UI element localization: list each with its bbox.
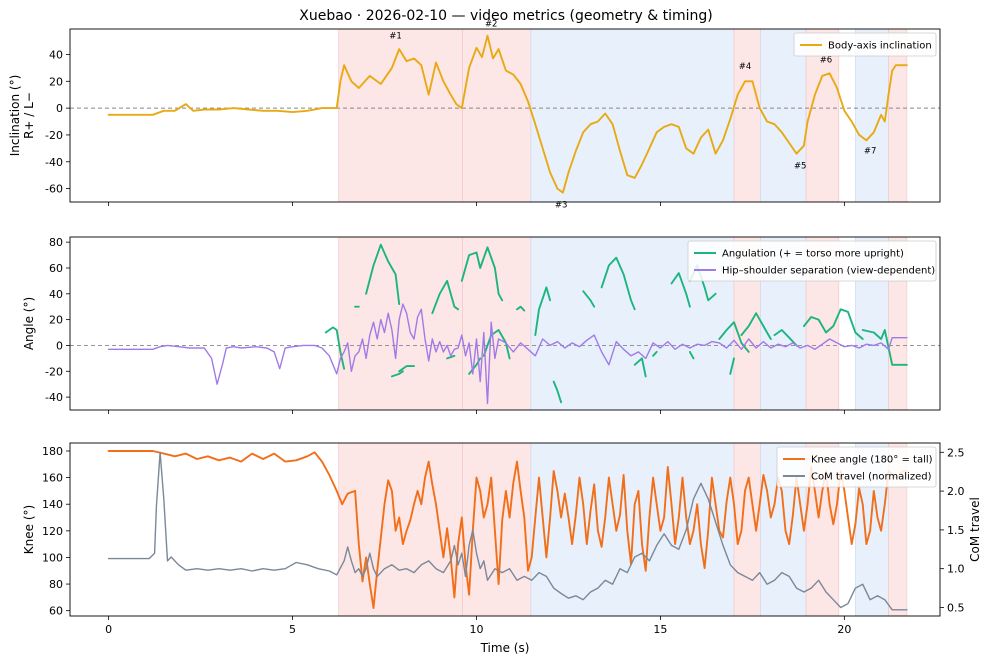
y2-tick-label: 0.5: [947, 601, 965, 614]
y-tick-label: 180: [42, 445, 63, 458]
y-axis-right-label: CoM travel: [968, 497, 982, 562]
y-axis-label-secondary: R+ / L−: [22, 92, 36, 139]
series-line: [670, 272, 691, 308]
legend: Knee angle (180° = tall) CoM travel (norm…: [776, 446, 937, 488]
y-tick-label: -20: [45, 129, 63, 142]
legend-entry: Angulation (+ = torso more upright): [722, 249, 904, 260]
shaded-region: [338, 29, 463, 202]
y-tick-label: -40: [45, 156, 63, 169]
series-line: [398, 365, 415, 373]
shaded-region: [733, 29, 761, 202]
shaded-region: [855, 29, 889, 202]
series-line: [516, 305, 526, 312]
shaded-region: [805, 29, 840, 202]
axes-frame: [69, 236, 941, 411]
y-tick-label: 80: [49, 578, 63, 591]
legend-box: [776, 446, 937, 488]
series-line: [582, 290, 596, 308]
shaded-region: [338, 237, 463, 410]
segment-annotation: #3: [555, 200, 568, 210]
y-tick-label: -40: [45, 391, 63, 404]
series-line: [652, 350, 658, 357]
series-line: [107, 34, 908, 194]
chart-title: Xuebao · 2026-02-10 — video metrics (geo…: [299, 8, 713, 24]
legend: Angulation (+ = torso more upright) Hip–s…: [687, 240, 937, 282]
segment-annotation: #6: [820, 56, 833, 66]
segment-annotation: #5: [794, 161, 807, 171]
knee-panel: 0 5 10 15 20 60 80 100 120 140 160 180 0.5 1.0 1.5 2.0 2…: [22, 442, 982, 636]
series-line: [482, 329, 511, 360]
y-tick-label: 0: [56, 339, 63, 352]
y2-tick-label: 1.0: [947, 563, 965, 576]
x-axis-label: Time (s): [480, 641, 530, 655]
axes-frame: [69, 28, 941, 203]
legend-entry: CoM travel (normalized): [811, 472, 932, 483]
y-tick-label: 140: [42, 498, 63, 511]
series-line: [773, 329, 798, 347]
y-tick-label: 0: [56, 102, 63, 115]
y-tick-label: 80: [49, 236, 63, 249]
y-axis-label: Inclination (°): [8, 75, 22, 157]
series-line: [552, 380, 563, 404]
series-line: [365, 243, 401, 306]
y-tick-label: 20: [49, 314, 63, 327]
y-tick-label: 160: [42, 472, 63, 485]
angles-panel: -40 -20 0 20 40 60 80 Angle (°) Angulation (+ = …: [22, 236, 941, 414]
legend-box: [793, 32, 937, 57]
x-tick-label: 5: [289, 623, 296, 636]
legend-entry: Hip–shoulder separation (view-dependent): [722, 266, 935, 277]
series-line: [600, 256, 636, 311]
legend: Body-axis inclination: [793, 32, 937, 57]
segment-annotation: #4: [739, 62, 752, 72]
y-tick-label: 20: [49, 75, 63, 88]
y-axis-label: Knee (°): [22, 505, 36, 554]
y-tick-label: 60: [49, 262, 63, 275]
x-tick-label: 20: [837, 623, 851, 636]
shaded-region: [462, 237, 532, 410]
y-tick-label: 100: [42, 551, 63, 564]
x-tick-label: 10: [469, 623, 483, 636]
x-tick-label: 0: [105, 623, 112, 636]
y-tick-label: 40: [49, 48, 63, 61]
segment-annotation: #2: [485, 19, 498, 29]
x-tick-label: 15: [653, 623, 667, 636]
series-line: [740, 312, 772, 340]
series-line: [633, 357, 647, 378]
legend-box: [687, 240, 937, 282]
y-axis-label: Angle (°): [22, 297, 36, 350]
inclination-panel: -60 -40 -20 0 20 40 Inclination (°) R+ / L− #1 #2…: [8, 19, 941, 210]
series-line: [107, 451, 908, 611]
series-line: [460, 246, 504, 302]
y-tick-label: 40: [49, 288, 63, 301]
series-line: [534, 286, 552, 337]
series-line: [861, 329, 908, 366]
y-tick-label: 120: [42, 525, 63, 538]
series-line: [802, 308, 864, 340]
shaded-region: [530, 29, 735, 202]
series-line: [729, 357, 735, 375]
series-line: [431, 279, 460, 315]
series-line: [446, 354, 456, 360]
series-line: [390, 370, 404, 378]
y2-tick-label: 2.5: [947, 446, 965, 459]
series-line: [107, 303, 908, 405]
y-tick-label: 60: [49, 605, 63, 618]
y-tick-label: -20: [45, 365, 63, 378]
y-tick-label: -60: [45, 183, 63, 196]
legend-entry: Body-axis inclination: [828, 41, 932, 52]
y2-tick-label: 2.0: [947, 485, 965, 498]
series-line: [688, 350, 695, 360]
plot-area: [70, 29, 940, 202]
shaded-region: [888, 29, 908, 202]
y2-tick-label: 1.5: [947, 524, 965, 537]
legend-entry: Knee angle (180° = tall): [811, 455, 933, 466]
segment-annotation: #7: [864, 147, 877, 157]
shaded-region: [462, 29, 532, 202]
segment-annotation: #1: [389, 31, 402, 41]
